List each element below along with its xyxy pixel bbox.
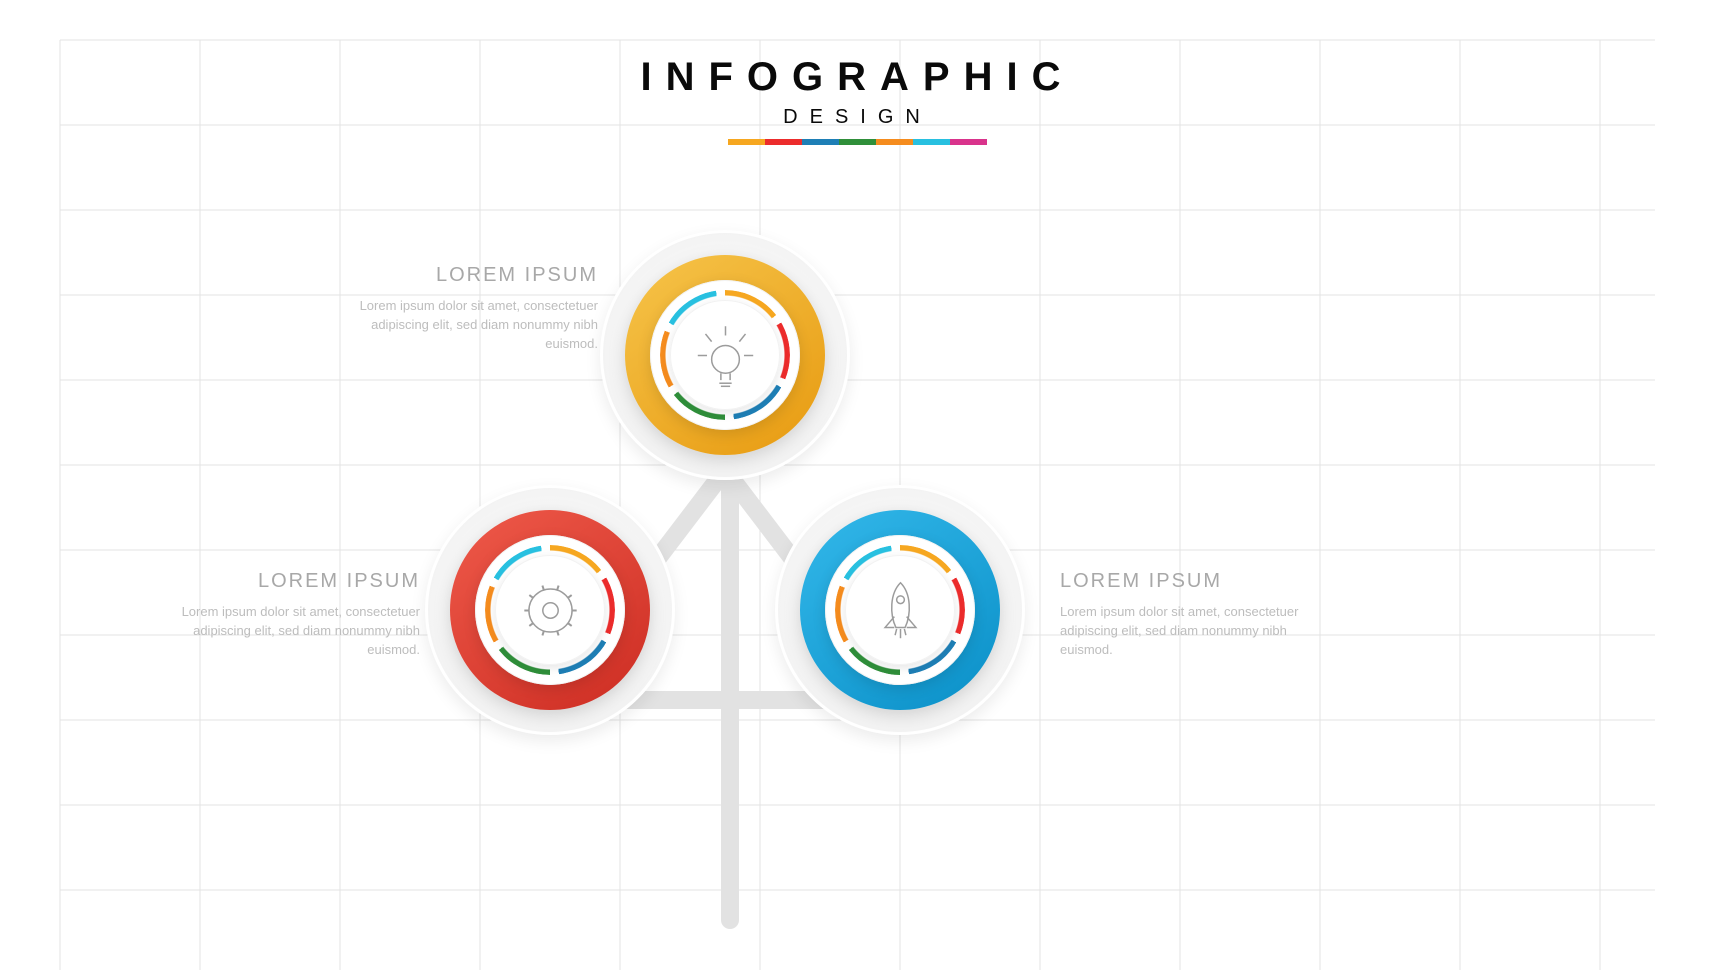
label-body: Lorem ipsum dolor sit amet, consectetuer… bbox=[338, 297, 598, 354]
icon-disc bbox=[670, 300, 780, 410]
label-top: LOREM IPSUM Lorem ipsum dolor sit amet, … bbox=[338, 264, 598, 354]
title-main: INFOGRAPHIC bbox=[641, 55, 1075, 100]
label-left: LOREM IPSUM Lorem ipsum dolor sit amet, … bbox=[160, 570, 420, 660]
node-right bbox=[775, 485, 1025, 735]
icon-disc bbox=[845, 555, 955, 665]
label-title: LOREM IPSUM bbox=[338, 264, 598, 287]
title-sub: DESIGN bbox=[641, 106, 1075, 129]
gear-icon bbox=[512, 572, 589, 649]
lightbulb-icon bbox=[687, 317, 764, 394]
node-left bbox=[425, 485, 675, 735]
label-title: LOREM IPSUM bbox=[1060, 570, 1320, 593]
infographic-stage: INFOGRAPHIC DESIGN LOREM IPSUM Lorem ips… bbox=[0, 0, 1715, 980]
rainbow-bar bbox=[728, 139, 988, 145]
icon-disc bbox=[495, 555, 605, 665]
label-body: Lorem ipsum dolor sit amet, consectetuer… bbox=[1060, 603, 1320, 660]
label-right: LOREM IPSUM Lorem ipsum dolor sit amet, … bbox=[1060, 570, 1320, 660]
rocket-icon bbox=[862, 572, 939, 649]
label-body: Lorem ipsum dolor sit amet, consectetuer… bbox=[160, 603, 420, 660]
title-block: INFOGRAPHIC DESIGN bbox=[641, 55, 1075, 145]
node-top bbox=[600, 230, 850, 480]
label-title: LOREM IPSUM bbox=[160, 570, 420, 593]
